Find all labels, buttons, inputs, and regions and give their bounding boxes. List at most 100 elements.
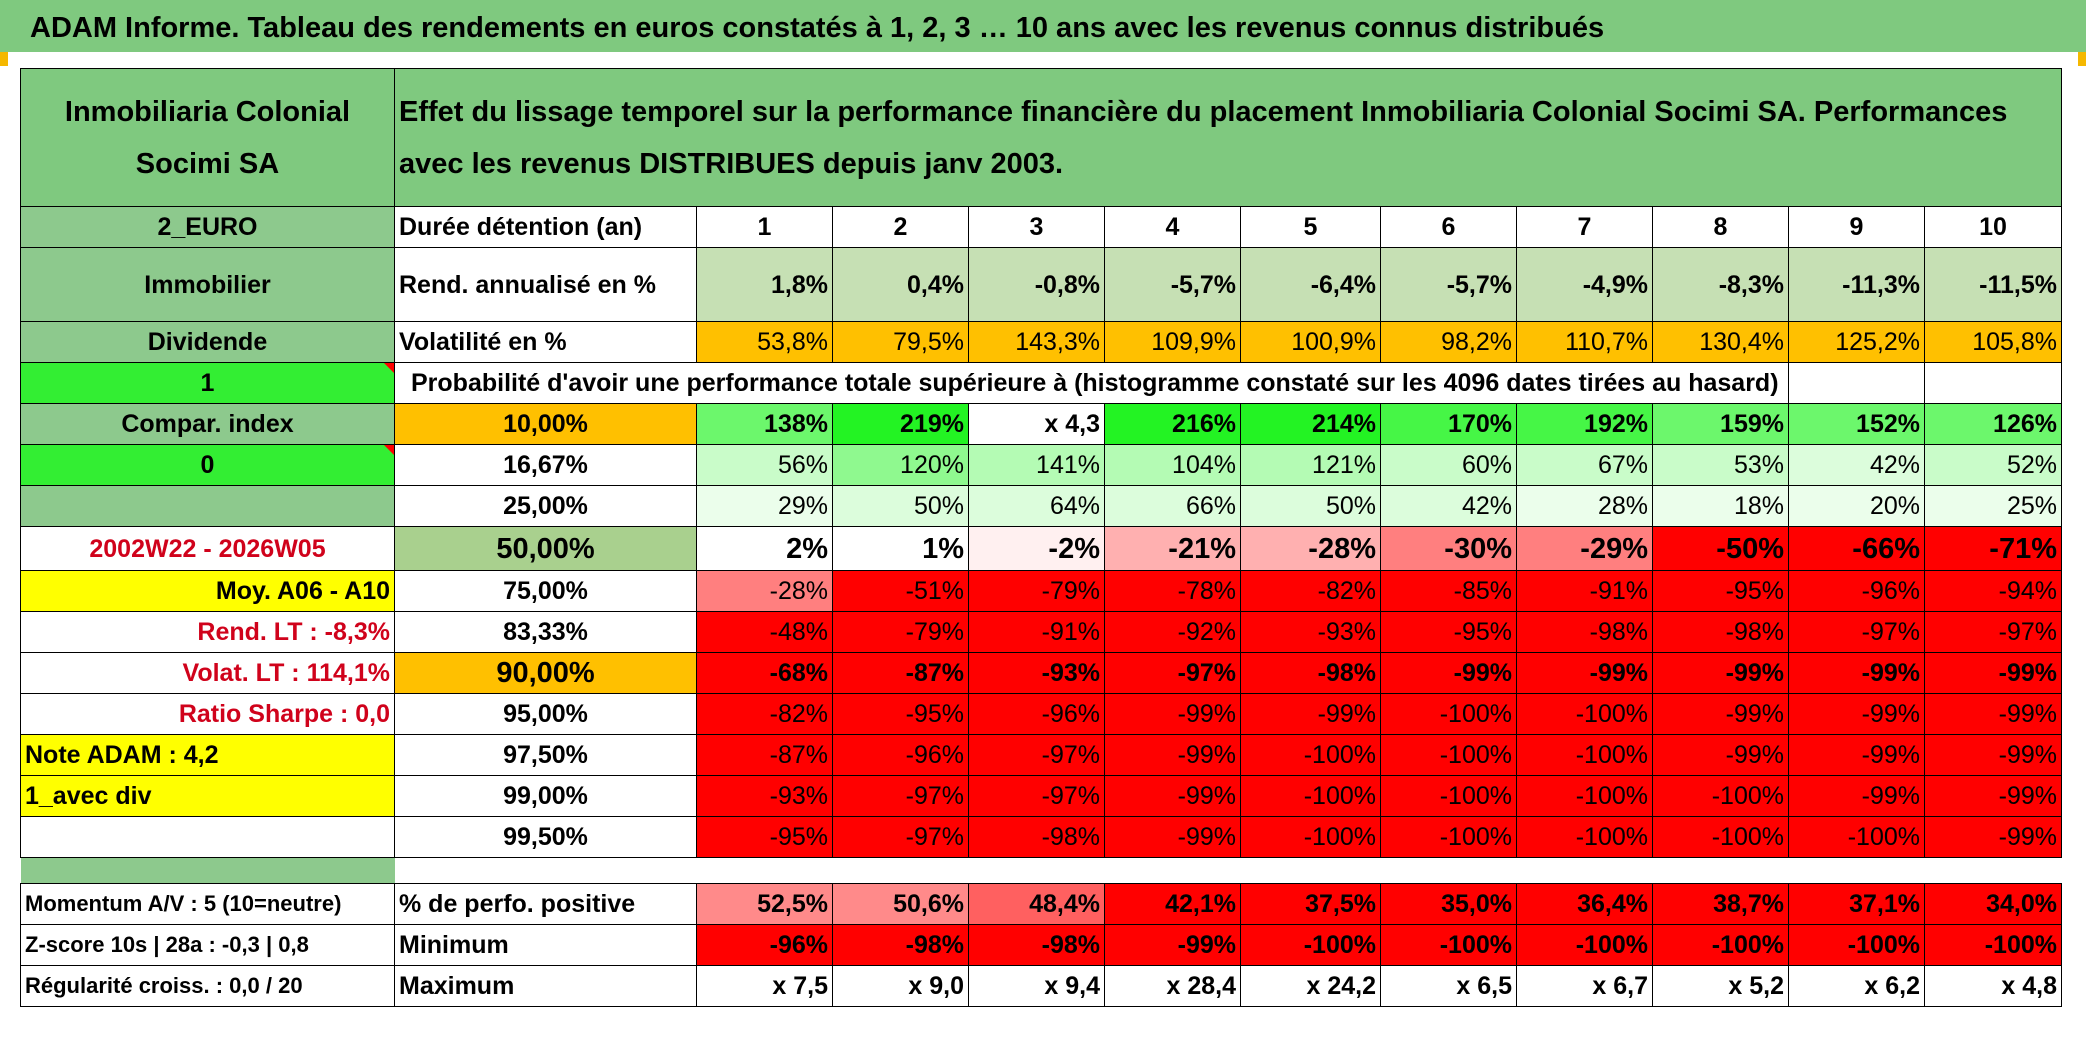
rend-value: -11,5% — [1924, 247, 2062, 322]
quantile-value: -94% — [1924, 570, 2062, 612]
year-header: 8 — [1652, 206, 1789, 248]
max-label: Maximum — [394, 965, 697, 1007]
momentum-cell: Momentum A/V : 5 (10=neutre) — [20, 883, 395, 925]
quantile-value: -99% — [1788, 693, 1925, 735]
quantile-level: 16,67% — [394, 444, 697, 486]
corner-marker — [2078, 52, 2086, 66]
quantile-value: -91% — [968, 611, 1105, 653]
max-value: x 7,5 — [696, 965, 833, 1007]
quantile-value: -21% — [1104, 526, 1241, 571]
div-cell: 1_avec div — [20, 775, 395, 817]
year-header: 6 — [1380, 206, 1517, 248]
pos-value: 42,1% — [1104, 883, 1241, 925]
pos-value: 37,1% — [1788, 883, 1925, 925]
min-value: -100% — [1240, 924, 1381, 966]
max-value: x 28,4 — [1104, 965, 1241, 1007]
quantile-value: -99% — [1788, 734, 1925, 776]
quantile-value: 104% — [1104, 444, 1241, 486]
quantile-level: 90,00% — [394, 652, 697, 694]
quantile-value: 18% — [1652, 485, 1789, 527]
quantile-value: -99% — [1652, 652, 1789, 694]
min-value: -100% — [1652, 924, 1789, 966]
pos-value: 38,7% — [1652, 883, 1789, 925]
income-cell: Dividende — [20, 321, 395, 363]
rend-lt-cell: Rend. LT : -8,3% — [20, 611, 395, 653]
quantile-value: -99% — [1652, 693, 1789, 735]
vol-value: 125,2% — [1788, 321, 1925, 363]
quantile-value: -87% — [832, 652, 969, 694]
quantile-value: 2% — [696, 526, 833, 571]
max-value: x 6,5 — [1380, 965, 1517, 1007]
quantile-value: -99% — [1516, 652, 1653, 694]
min-value: -96% — [696, 924, 833, 966]
quantile-value: -48% — [696, 611, 833, 653]
quantile-value: 60% — [1380, 444, 1517, 486]
category-cell: Immobilier — [20, 247, 395, 322]
pos-value: 48,4% — [968, 883, 1105, 925]
pos-value: 37,5% — [1240, 883, 1381, 925]
pos-value: 36,4% — [1516, 883, 1653, 925]
quantile-value: -99% — [1788, 652, 1925, 694]
quantile-value: 120% — [832, 444, 969, 486]
max-value: x 9,0 — [832, 965, 969, 1007]
quantile-value: 152% — [1788, 403, 1925, 445]
quantile-value: 42% — [1788, 444, 1925, 486]
pos-value: 52,5% — [696, 883, 833, 925]
quantile-value: -51% — [832, 570, 969, 612]
quantile-value: -100% — [1380, 693, 1517, 735]
year-header: 9 — [1788, 206, 1925, 248]
rend-label: Rend. annualisé en % — [394, 247, 697, 322]
vol-value: 79,5% — [832, 321, 969, 363]
quantile-value: 216% — [1104, 403, 1241, 445]
note-cell: Note ADAM : 4,2 — [20, 734, 395, 776]
quantile-value: -99% — [1924, 652, 2062, 694]
quantile-value: -99% — [1924, 693, 2062, 735]
vol-value: 105,8% — [1924, 321, 2062, 363]
quantile-value: 52% — [1924, 444, 2062, 486]
min-label: Minimum — [394, 924, 697, 966]
rend-value: -0,8% — [968, 247, 1105, 322]
description: Effet du lissage temporel sur la perform… — [394, 68, 2062, 207]
quantile-value: 66% — [1104, 485, 1241, 527]
quantile-level: 83,33% — [394, 611, 697, 653]
vol-value: 109,9% — [1104, 321, 1241, 363]
quantile-value: -100% — [1380, 775, 1517, 817]
pos-value: 35,0% — [1380, 883, 1517, 925]
max-value: x 5,2 — [1652, 965, 1789, 1007]
volat-lt-cell: Volat. LT : 114,1% — [20, 652, 395, 694]
min-value: -100% — [1924, 924, 2062, 966]
quantile-value: -91% — [1516, 570, 1653, 612]
min-value: -98% — [832, 924, 969, 966]
quantile-value: -100% — [1516, 816, 1653, 858]
vol-value: 143,3% — [968, 321, 1105, 363]
quantile-value: 25% — [1924, 485, 2062, 527]
quantile-value: 214% — [1240, 403, 1381, 445]
quantile-value: -50% — [1652, 526, 1789, 571]
quantile-level: 99,50% — [394, 816, 697, 858]
rend-value: -11,3% — [1788, 247, 1925, 322]
rend-value: 1,8% — [696, 247, 833, 322]
zscore-cell: Z-score 10s | 28a : -0,3 | 0,8 — [20, 924, 395, 966]
quantile-value: -97% — [1104, 652, 1241, 694]
blank-cell — [20, 816, 395, 858]
year-header: 4 — [1104, 206, 1241, 248]
quantile-value: 67% — [1516, 444, 1653, 486]
blank-label-cell — [20, 485, 395, 527]
moy-cell: Moy. A06 - A10 — [20, 570, 395, 612]
min-value: -100% — [1516, 924, 1653, 966]
quantile-value: -99% — [1924, 775, 2062, 817]
quantile-value: -97% — [832, 775, 969, 817]
quantile-value: -28% — [696, 570, 833, 612]
quantile-value: -100% — [1516, 775, 1653, 817]
quantile-value: -98% — [1240, 652, 1381, 694]
quantile-value: -29% — [1516, 526, 1653, 571]
max-value: x 4,8 — [1924, 965, 2062, 1007]
quantile-value: -99% — [1924, 816, 2062, 858]
empty-cell — [1788, 362, 1925, 404]
compar-index-cell: Compar. index — [20, 403, 395, 445]
year-header: 5 — [1240, 206, 1381, 248]
quantile-value: -99% — [1104, 693, 1241, 735]
pos-label: % de perfo. positive — [394, 883, 697, 925]
flag-zero-cell: 0 — [20, 444, 395, 486]
quantile-value: 126% — [1924, 403, 2062, 445]
